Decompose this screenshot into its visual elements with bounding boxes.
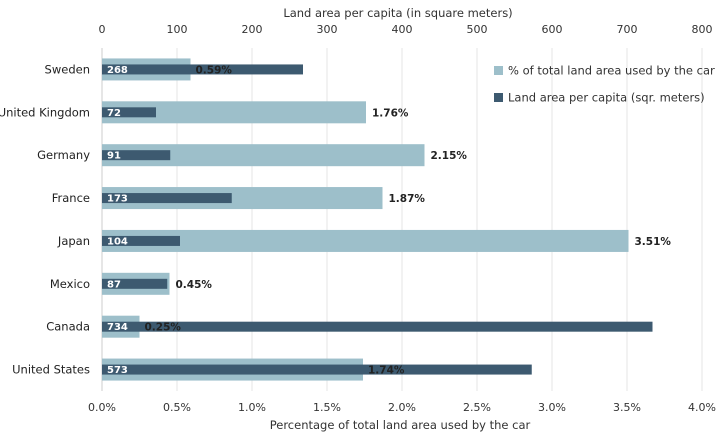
pct-data-label: 2.15% (431, 150, 468, 162)
area-bar (102, 64, 303, 75)
pct-data-label: 1.76% (372, 107, 409, 119)
category-label: Canada (46, 320, 90, 334)
pct-bar (102, 101, 366, 124)
bars: 268 0.59% 72 1.76% 91 2.15% 173 1.87% 104 3.51% 87… (102, 58, 672, 381)
bottom-tick-label: 0.5% (163, 401, 191, 414)
bottom-tick-label: 4.0% (688, 401, 716, 414)
bottom-tick-label: 3.5% (613, 401, 641, 414)
bottom-axis-ticks: 0.0% 0.5% 1.0% 1.5% 2.0% 2.5% 3.0% 3.5% 4.0% (88, 401, 716, 414)
area-bar (102, 150, 171, 161)
bottom-tick-label: 1.0% (238, 401, 266, 414)
pct-data-label: 3.51% (635, 236, 672, 248)
area-data-label: 72 (107, 108, 121, 119)
top-tick-label: 400 (392, 23, 413, 36)
area-bar (102, 278, 168, 289)
pct-data-label: 0.59% (196, 64, 233, 76)
pct-data-label: 0.45% (176, 279, 213, 291)
bottom-tick-label: 1.5% (313, 401, 341, 414)
pct-bar (102, 144, 425, 167)
bottom-axis-title: Percentage of total land area used by th… (270, 418, 531, 432)
area-data-label: 104 (107, 236, 128, 247)
category-label: France (52, 191, 90, 205)
bottom-tick-label: 2.5% (463, 401, 491, 414)
top-axis-ticks: 0 100 200 300 400 500 600 700 800 (99, 23, 713, 36)
pct-bar (102, 187, 383, 210)
area-data-label: 734 (107, 322, 128, 333)
category-label: Mexico (50, 277, 90, 291)
top-tick-label: 300 (317, 23, 338, 36)
legend-swatch-pct (494, 66, 503, 75)
bottom-tick-label: 0.0% (88, 401, 116, 414)
legend-swatch-area (494, 93, 503, 102)
top-tick-label: 100 (167, 23, 188, 36)
legend: % of total land area used by the car Land… (494, 64, 715, 105)
category-labels: Sweden United Kingdom Germany France Japan Me… (0, 62, 90, 376)
top-tick-label: 200 (242, 23, 263, 36)
category-label: Japan (57, 234, 90, 248)
pct-bar (102, 229, 629, 252)
top-axis-title: Land area per capita (in square meters) (283, 6, 512, 20)
category-label: Sweden (45, 62, 90, 76)
bottom-tick-label: 2.0% (388, 401, 416, 414)
area-data-label: 573 (107, 365, 128, 376)
area-bar (102, 364, 532, 375)
area-bar (102, 321, 653, 332)
top-tick-label: 0 (99, 23, 106, 36)
legend-label-pct: % of total land area used by the car (508, 64, 715, 78)
top-tick-label: 700 (617, 23, 638, 36)
area-bar (102, 193, 232, 204)
top-tick-label: 800 (692, 23, 713, 36)
area-bar (102, 107, 156, 118)
top-tick-label: 500 (467, 23, 488, 36)
category-label: United States (12, 363, 90, 377)
category-label: Germany (37, 148, 90, 162)
top-tick-label: 600 (542, 23, 563, 36)
pct-data-label: 1.74% (368, 365, 405, 377)
area-data-label: 268 (107, 65, 128, 76)
legend-label-area: Land area per capita (sqr. meters) (508, 91, 705, 105)
area-data-label: 91 (107, 151, 121, 162)
area-data-label: 173 (107, 194, 128, 205)
pct-data-label: 1.87% (389, 193, 426, 205)
bottom-tick-label: 3.0% (538, 401, 566, 414)
category-label: United Kingdom (0, 105, 90, 119)
area-data-label: 87 (107, 279, 121, 290)
pct-data-label: 0.25% (145, 322, 182, 334)
area-bar (102, 235, 180, 246)
